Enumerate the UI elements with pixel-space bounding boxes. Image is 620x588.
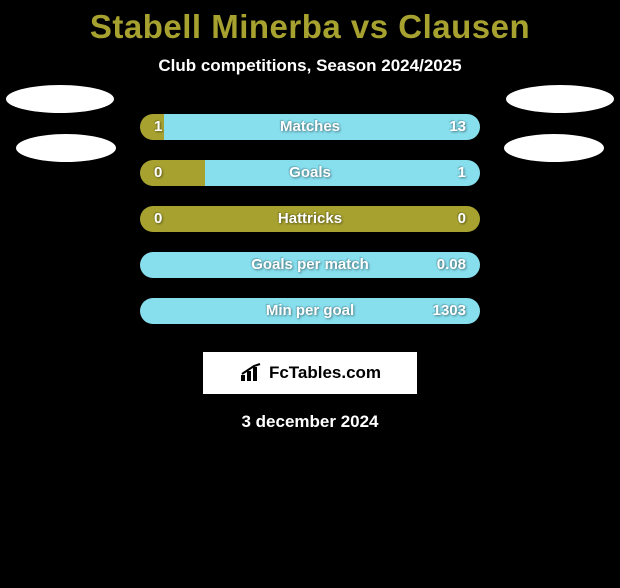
stat-value-right: 1303 xyxy=(433,298,466,324)
stat-value-right: 0 xyxy=(458,206,466,232)
page-title: Stabell Minerba vs Clausen xyxy=(0,8,620,46)
stat-label: Goals per match xyxy=(140,252,480,278)
stat-bar: Min per goal1303 xyxy=(140,298,480,324)
stat-value-left: 1 xyxy=(154,114,162,140)
subtitle: Club competitions, Season 2024/2025 xyxy=(0,56,620,76)
stat-row: Matches1 13 xyxy=(0,104,620,150)
stat-bar: Goals0 1 xyxy=(140,160,480,186)
comparison-chart: Matches113Goals01Hattricks00Goals per ma… xyxy=(0,76,620,334)
stat-value-left: 0 xyxy=(154,160,162,186)
stat-value-right: 13 xyxy=(449,114,466,140)
stat-row: Goals per match0.08 xyxy=(0,242,620,288)
stat-label: Min per goal xyxy=(140,298,480,324)
bar-chart-icon xyxy=(239,363,265,383)
stat-label: Matches xyxy=(140,114,480,140)
stat-value-left: 0 xyxy=(154,206,162,232)
brand-name: FcTables.com xyxy=(269,363,381,383)
brand-logo: FcTables.com xyxy=(203,352,417,394)
stat-label: Hattricks xyxy=(140,206,480,232)
stat-bar: Goals per match0.08 xyxy=(140,252,480,278)
stat-row: Goals0 1 xyxy=(0,150,620,196)
stat-row: Min per goal1303 xyxy=(0,288,620,334)
date-text: 3 december 2024 xyxy=(0,412,620,432)
stat-label: Goals xyxy=(140,160,480,186)
stat-value-right: 0.08 xyxy=(437,252,466,278)
stat-bar: Hattricks0 0 xyxy=(140,206,480,232)
stat-value-right: 1 xyxy=(458,160,466,186)
stat-bar: Matches1 13 xyxy=(140,114,480,140)
stat-row: Hattricks0 0 xyxy=(0,196,620,242)
